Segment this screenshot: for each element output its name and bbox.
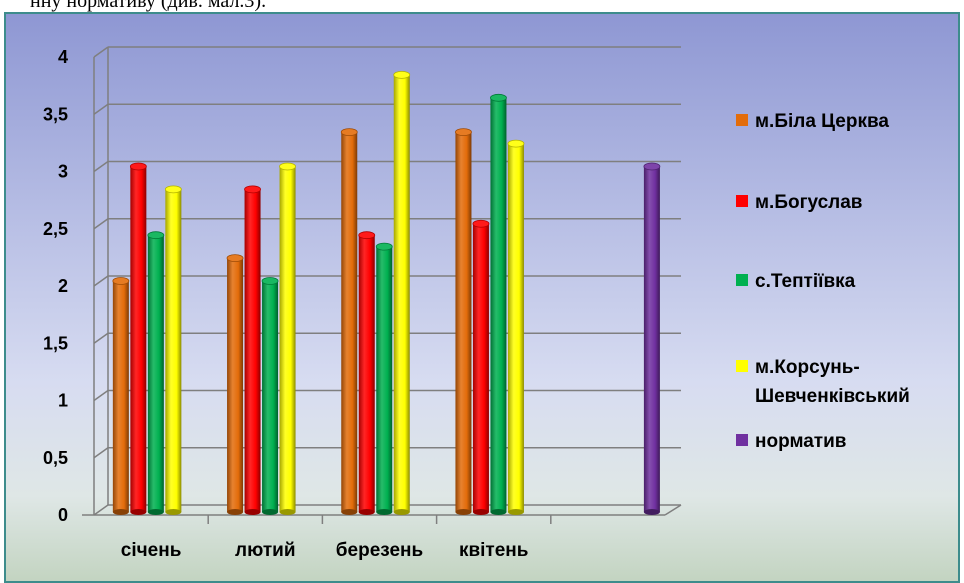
page-top-text: нну нормативу (див. мал.3).: [30, 0, 267, 12]
legend-label: м.Корсунь-: [755, 357, 860, 378]
bar: [358, 235, 375, 512]
legend-swatch: [736, 274, 748, 286]
bar: [490, 97, 507, 513]
y-tick-label: 3: [58, 162, 68, 182]
bar-base: [376, 509, 393, 515]
bar-top: [129, 162, 147, 171]
bar-top: [490, 93, 507, 102]
bar-base: [643, 509, 660, 515]
gridline-side: [93, 389, 109, 402]
legend-label: Шевченківський: [755, 386, 910, 407]
bar-base: [130, 509, 147, 515]
legend: м.Біла Церква м.Богуслав с.Тептіївка м.Корс…: [736, 111, 910, 452]
gridline-side: [93, 332, 109, 344]
gridline-side: [93, 160, 109, 173]
y-tick-label: 0: [58, 505, 68, 525]
bar-top: [358, 231, 376, 240]
bar: [393, 74, 410, 513]
bar: [643, 166, 660, 512]
bar-base: [165, 509, 182, 515]
x-tick-label: січень: [121, 540, 182, 561]
bar: [130, 166, 147, 512]
legend-label: м.Богуслав: [755, 192, 863, 213]
bar: [507, 143, 524, 512]
floor-edge: [664, 504, 682, 516]
bar: [112, 281, 129, 512]
bar-top: [164, 185, 182, 194]
bar-base: [147, 509, 164, 515]
bar: [376, 246, 393, 512]
bars: [112, 71, 661, 515]
bar: [244, 189, 261, 512]
bar-top: [340, 128, 358, 137]
bar-top: [261, 277, 279, 285]
legend-swatch: [736, 360, 748, 372]
bar-base: [393, 509, 410, 515]
bar-base: [507, 509, 524, 515]
axes: [82, 47, 682, 524]
gridline-side: [93, 103, 109, 115]
bar: [279, 166, 296, 512]
axis-labels: 0 0,5 1 1,5 2 2,5 3 3,5 4 січень лютий березень квіт…: [43, 47, 528, 561]
bar-base: [472, 509, 489, 515]
legend-label: норматив: [755, 431, 846, 452]
bar-top: [244, 185, 261, 194]
bar: [147, 235, 164, 512]
y-tick-label: 1,5: [43, 333, 68, 353]
gridline-side: [93, 504, 109, 516]
bar: [341, 132, 358, 512]
bar-base: [358, 509, 375, 515]
x-tick-label: лютий: [235, 540, 296, 561]
y-tick-label: 4: [58, 47, 68, 67]
bar: [455, 132, 472, 512]
bar-base: [262, 509, 279, 515]
legend-swatch: [736, 195, 748, 207]
bar: [262, 281, 279, 512]
bar: [165, 189, 182, 512]
bar-top: [375, 242, 393, 251]
bar-top: [472, 219, 490, 228]
bar-base: [227, 509, 244, 515]
y-tick-label: 2: [58, 276, 68, 296]
gridline-side: [93, 46, 109, 58]
legend-label: м.Біла Церква: [755, 111, 889, 132]
bar-top: [393, 71, 411, 79]
bar-base: [279, 509, 296, 515]
bar-top: [112, 277, 130, 285]
bar-base: [455, 509, 472, 515]
bar-top: [279, 162, 296, 171]
bar-base: [490, 509, 507, 515]
bar: [227, 258, 244, 512]
bar-base: [112, 509, 129, 515]
legend-label: с.Тептіївка: [755, 271, 856, 292]
gridline-side: [93, 275, 109, 287]
bar-top: [507, 139, 525, 148]
legend-swatch: [736, 434, 748, 446]
gridline-side: [93, 447, 109, 459]
x-tick-label: березень: [336, 540, 423, 561]
bar-top: [147, 231, 165, 240]
bar-top: [226, 254, 244, 263]
y-tick-label: 0,5: [43, 448, 68, 468]
x-tick-label: квітень: [459, 540, 529, 561]
bar-top: [643, 162, 661, 171]
bar-base: [244, 509, 261, 515]
legend-swatch: [736, 114, 748, 126]
bar-top: [455, 128, 472, 137]
y-tick-label: 1: [58, 391, 68, 411]
y-tick-label: 3,5: [43, 104, 68, 124]
y-tick-label: 2,5: [43, 219, 68, 239]
bar: [472, 223, 489, 512]
bar-base: [341, 509, 358, 515]
gridline-side: [93, 218, 109, 230]
